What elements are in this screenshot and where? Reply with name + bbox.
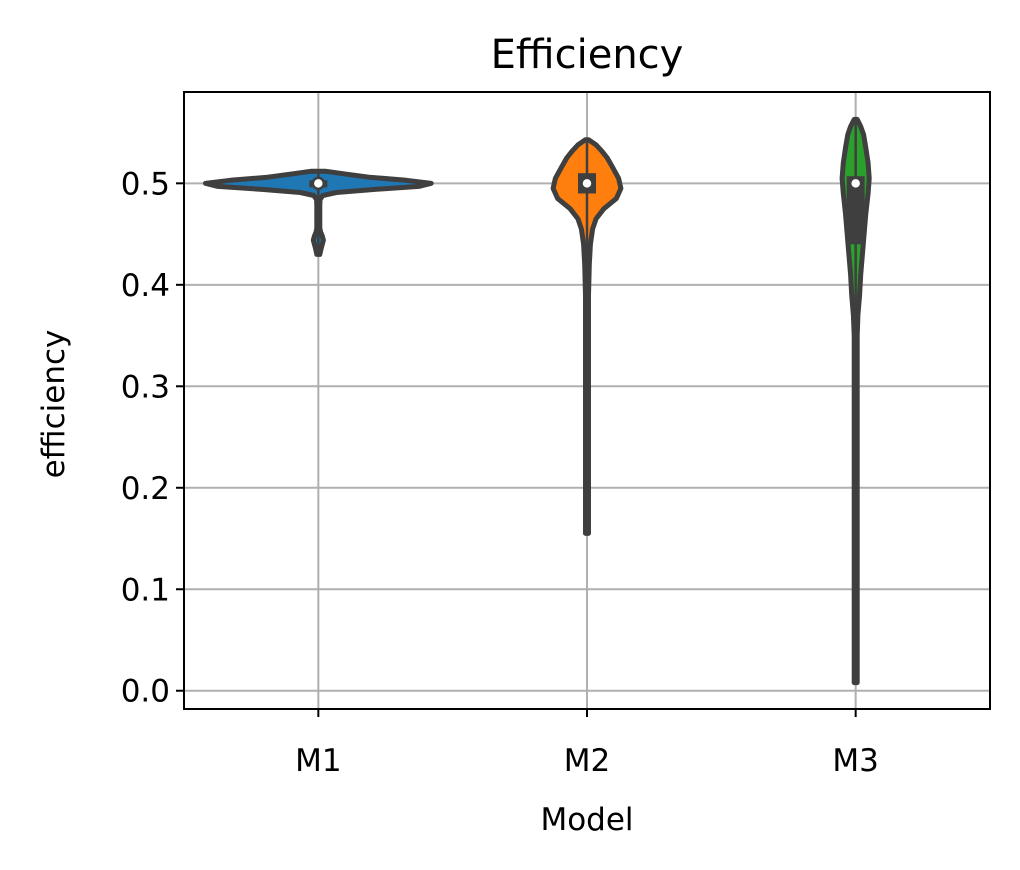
violins xyxy=(203,116,872,686)
violin-median xyxy=(311,176,326,191)
x-axis-label: Model xyxy=(540,802,633,838)
violin-m3 xyxy=(839,116,872,686)
violin-m1 xyxy=(203,168,434,257)
y-tick-label: 0.1 xyxy=(121,572,170,608)
y-tick-label: 0.0 xyxy=(121,674,170,710)
violin-m2 xyxy=(550,137,624,536)
chart-title: Efficiency xyxy=(491,32,684,78)
y-tick-label: 0.4 xyxy=(121,268,170,304)
violin-median xyxy=(580,176,594,191)
axis-ticks: 0.0 0.1 0.2 0.3 0.4 0.5 M1 M2 M3 xyxy=(121,166,879,779)
y-tick-label: 0.2 xyxy=(121,471,170,507)
x-tick-label: M3 xyxy=(832,743,878,779)
x-tick-label: M1 xyxy=(295,743,341,779)
y-tick-label: 0.3 xyxy=(121,369,170,405)
x-tick-label: M2 xyxy=(564,743,610,779)
violin-iqr-box xyxy=(846,176,865,245)
y-tick-label: 0.5 xyxy=(121,166,170,202)
y-axis-label: efficiency xyxy=(36,330,72,479)
violin-median xyxy=(848,176,863,191)
